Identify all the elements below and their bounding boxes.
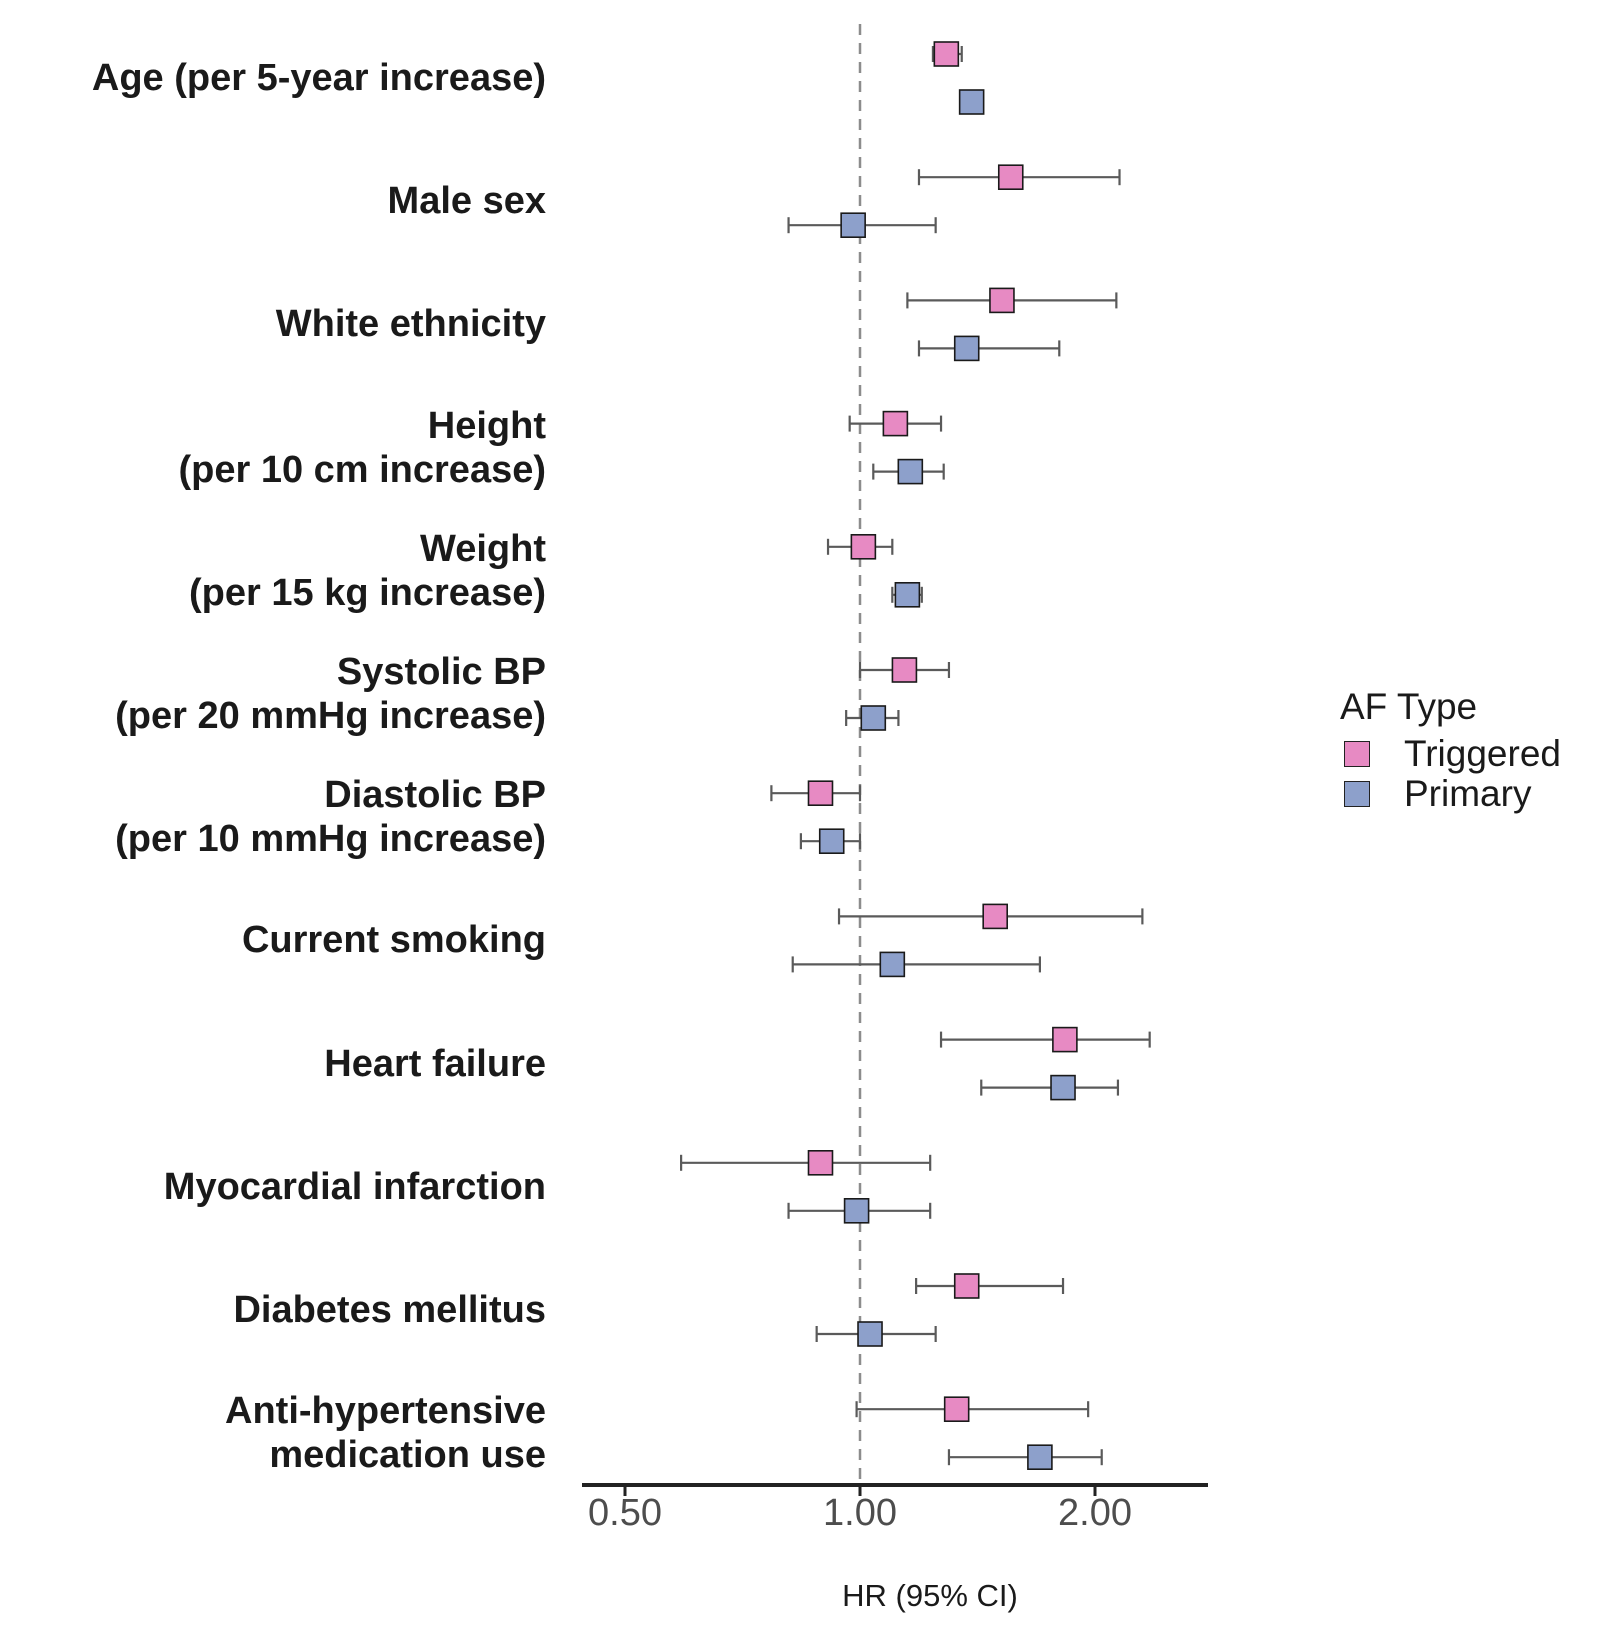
- row-label: Weight (per 15 kg increase): [0, 527, 546, 615]
- row-label-line: (per 10 cm increase): [178, 448, 546, 491]
- estimate-triggered-8: [939, 1026, 1151, 1053]
- row-label-line: Age (per 5-year increase): [91, 57, 546, 99]
- hr-point-triggered: [891, 657, 918, 683]
- row-label: Male sex: [0, 179, 546, 223]
- row-label-line: Height: [427, 404, 546, 447]
- hr-point-triggered: [933, 41, 960, 67]
- x-tick-label: 1.00: [823, 1492, 897, 1534]
- hr-point-primary: [1050, 1074, 1076, 1101]
- hr-point-primary: [894, 581, 921, 608]
- estimate-primary-11: [947, 1444, 1103, 1470]
- estimate-triggered-10: [915, 1273, 1065, 1299]
- estimate-triggered-6: [770, 780, 862, 807]
- estimate-triggered-9: [680, 1150, 932, 1176]
- legend-item-primary: Primary: [1340, 773, 1561, 814]
- estimate-primary-8: [980, 1074, 1120, 1101]
- estimate-triggered-1: [917, 164, 1121, 190]
- estimate-primary-4: [891, 581, 923, 608]
- estimate-triggered-11: [855, 1396, 1090, 1422]
- row-label: Myocardial infarction: [0, 1165, 546, 1209]
- hr-point-primary: [860, 705, 887, 731]
- hr-point-triggered: [997, 164, 1024, 190]
- estimate-primary-9: [787, 1198, 932, 1224]
- hr-point-primary: [1027, 1444, 1053, 1470]
- row-label-line: Weight: [420, 527, 546, 570]
- hr-point-primary: [840, 212, 866, 238]
- legend-key-triggered: [1344, 741, 1370, 767]
- row-label-line: (per 20 mmHg increase): [115, 695, 546, 737]
- estimate-primary-1: [787, 212, 937, 238]
- hr-point-primary: [958, 89, 985, 115]
- row-label-line: Systolic BP: [336, 651, 546, 693]
- estimate-primary-2: [917, 335, 1061, 362]
- estimate-primary-5: [845, 705, 900, 731]
- hr-point-triggered: [850, 533, 877, 560]
- hr-point-triggered: [1052, 1026, 1078, 1053]
- estimate-triggered-3: [848, 410, 943, 437]
- row-label: Age (per 5-year increase): [0, 56, 546, 100]
- row-label-line: Heart failure: [324, 1042, 546, 1085]
- hr-point-primary: [897, 458, 924, 485]
- row-label-line: medication use: [269, 1434, 546, 1477]
- row-label-line: Diabetes mellitus: [233, 1289, 546, 1331]
- row-label-line: Current smoking: [241, 919, 546, 962]
- row-label-line: Anti-hypertensive: [225, 1390, 546, 1433]
- legend-title: AF Type: [1340, 686, 1478, 727]
- estimate-primary-6: [799, 828, 862, 855]
- estimate-triggered-5: [858, 657, 951, 683]
- row-label-line: Myocardial infarction: [163, 1165, 546, 1208]
- row-label: Anti-hypertensive medication use: [0, 1389, 546, 1477]
- hr-point-triggered: [807, 780, 834, 807]
- x-tick-label: 0.50: [588, 1492, 662, 1534]
- row-label-line: Male sex: [387, 180, 546, 223]
- estimate-triggered-4: [826, 533, 894, 560]
- hr-point-triggered: [943, 1396, 970, 1422]
- hr-point-primary: [879, 951, 906, 978]
- row-label: Current smoking: [0, 918, 546, 962]
- row-label-line: (per 10 mmHg increase): [115, 818, 546, 861]
- legend-item-triggered: Triggered: [1340, 733, 1561, 774]
- row-label: Heart failure: [0, 1042, 546, 1086]
- estimate-triggered-0: [931, 41, 963, 67]
- hr-point-triggered: [807, 1150, 834, 1176]
- estimate-primary-3: [872, 458, 945, 485]
- hr-point-triggered: [989, 287, 1015, 314]
- estimate-triggered-7: [837, 903, 1144, 930]
- row-label-line: White ethnicity: [275, 303, 546, 346]
- hr-point-triggered: [882, 410, 909, 437]
- x-tick-label: 2.00: [1058, 1492, 1132, 1534]
- legend-key-primary: [1344, 781, 1370, 807]
- row-label: Height (per 10 cm increase): [0, 404, 546, 492]
- estimate-primary-0: [958, 89, 985, 115]
- hr-point-primary: [857, 1321, 883, 1347]
- row-label: White ethnicity: [0, 302, 546, 346]
- row-label: Diastolic BP (per 10 mmHg increase): [0, 773, 546, 861]
- estimate-primary-7: [791, 951, 1042, 978]
- hr-point-triggered: [982, 903, 1008, 930]
- row-label-line: (per 15 kg increase): [189, 571, 546, 614]
- hr-point-primary: [818, 828, 845, 855]
- estimate-primary-10: [815, 1321, 937, 1347]
- row-label-line: Diastolic BP: [324, 774, 546, 817]
- row-label: Systolic BP (per 20 mmHg increase): [0, 650, 546, 738]
- row-label: Diabetes mellitus: [0, 1288, 546, 1332]
- legend: AF Type Triggered Primary: [1340, 686, 1561, 814]
- hr-point-primary: [953, 335, 980, 362]
- hr-point-triggered: [953, 1273, 980, 1299]
- legend-label-primary: Primary: [1404, 773, 1532, 814]
- legend-label-triggered: Triggered: [1404, 733, 1561, 774]
- estimate-triggered-2: [906, 287, 1118, 314]
- hr-point-primary: [843, 1198, 870, 1224]
- x-axis-title: HR (95% CI): [842, 1578, 1018, 1613]
